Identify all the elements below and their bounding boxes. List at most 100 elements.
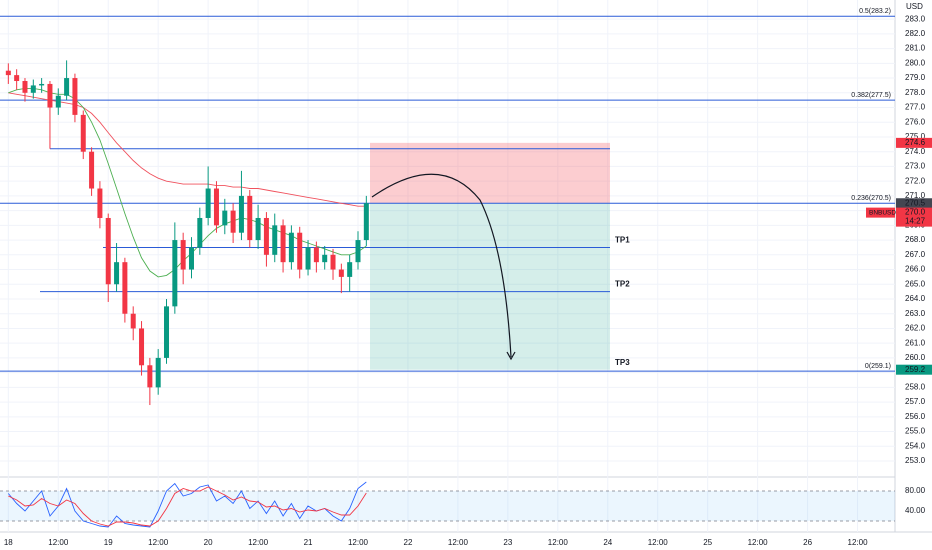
y-tick-label: 266.0 xyxy=(905,265,926,274)
candle-body xyxy=(313,247,319,263)
x-tick-label: 23 xyxy=(503,538,512,547)
x-tick-label: 22 xyxy=(404,538,413,547)
candle-body xyxy=(164,306,170,358)
x-tick-label: 12:00 xyxy=(148,538,169,547)
rsi-line xyxy=(7,481,367,528)
target-label: TP1 xyxy=(615,236,630,245)
x-tick-label: 12:00 xyxy=(48,538,69,547)
y-tick-label: 256.0 xyxy=(905,412,926,421)
y-tick-label: 258.0 xyxy=(905,382,926,391)
y-tick-label: 280.0 xyxy=(905,58,926,67)
target-label: TP2 xyxy=(615,280,630,289)
candle-body xyxy=(39,83,45,86)
symbol-label: BNBUSD xyxy=(869,209,896,216)
candle-body xyxy=(89,151,95,189)
candle-body xyxy=(247,195,253,241)
candle-body xyxy=(297,232,303,270)
y-tick-label: 255.0 xyxy=(905,427,926,436)
y-tick-label: 268.0 xyxy=(905,235,926,244)
candle-body xyxy=(197,217,203,248)
y-tick-label: 279.0 xyxy=(905,73,926,82)
candle-body xyxy=(97,188,103,218)
y-tick-label: 267.0 xyxy=(905,250,926,259)
y-tick-label: 277.0 xyxy=(905,103,926,112)
candle-body xyxy=(363,203,369,241)
candle-body xyxy=(355,240,361,263)
candle-body xyxy=(347,262,353,277)
y-tick-label: 283.0 xyxy=(905,14,926,23)
candle-body xyxy=(172,240,178,307)
y-tick-label: 260.0 xyxy=(905,353,926,362)
last-price-tag xyxy=(896,207,932,227)
x-tick-label: 24 xyxy=(603,538,612,547)
y-tick-label: 281.0 xyxy=(905,44,926,53)
y-tick-label: 265.0 xyxy=(905,279,926,288)
candle-body xyxy=(222,210,228,226)
candle-body xyxy=(263,217,269,255)
candle-body xyxy=(105,217,111,285)
candle-body xyxy=(322,254,328,263)
candle-body xyxy=(55,95,61,108)
y-tick-label: 261.0 xyxy=(905,338,926,347)
candle-body xyxy=(130,313,136,329)
currency: USD xyxy=(906,2,923,11)
x-tick-label: 12:00 xyxy=(548,538,569,547)
target-label: TP3 xyxy=(615,358,630,367)
candle-body xyxy=(22,81,28,93)
candle-body xyxy=(80,114,86,152)
fib-label: 0(259.1) xyxy=(865,363,891,370)
candle-body xyxy=(5,70,11,76)
stop-zone xyxy=(370,142,610,204)
x-tick-label: 12:00 xyxy=(348,538,369,547)
candle-body xyxy=(280,225,286,263)
y-tick-label: 257.0 xyxy=(905,397,926,406)
candle-body xyxy=(288,232,294,263)
rsi-line xyxy=(8,486,367,527)
rsi-band xyxy=(0,491,895,521)
countdown: 14:27 xyxy=(905,217,926,226)
candle-body xyxy=(64,78,70,96)
fib-label: 0.382(277.5) xyxy=(851,92,891,99)
fib-label: 0.5(283.2) xyxy=(859,8,891,15)
arrow-head xyxy=(506,351,516,361)
y-tick-label: 276.0 xyxy=(905,117,926,126)
fib-label: 0.236(270.5) xyxy=(851,195,891,202)
rsi-tick-label: 40.00 xyxy=(905,506,926,515)
x-tick-label: 21 xyxy=(304,538,313,547)
y-tick-label: 282.0 xyxy=(905,29,926,38)
candle-body xyxy=(238,195,244,233)
candle-body xyxy=(180,240,186,270)
y-tick-label: 272.0 xyxy=(905,176,926,185)
x-tick-label: 25 xyxy=(703,538,712,547)
y-tick-label: 264.0 xyxy=(905,294,926,303)
rsi-tick-label: 80.00 xyxy=(905,486,926,495)
y-tick-label: 273.0 xyxy=(905,162,926,171)
moving-average xyxy=(8,92,367,207)
entry-tag-label: 270.5 xyxy=(905,198,926,207)
x-tick-label: 12:00 xyxy=(848,538,869,547)
y-tick-label: 274.0 xyxy=(905,147,926,156)
x-tick-label: 19 xyxy=(104,538,113,547)
last-price-label: 270.0 xyxy=(905,208,926,217)
symbol-tag xyxy=(866,207,895,218)
candle-body xyxy=(272,225,278,255)
entry-tag xyxy=(896,198,932,209)
y-tick-label: 253.0 xyxy=(905,456,926,465)
x-tick-label: 20 xyxy=(204,538,213,547)
candle-body xyxy=(14,75,20,82)
candle-body xyxy=(213,188,219,226)
candle-body xyxy=(255,217,261,241)
candle-body xyxy=(122,262,128,314)
target-tag xyxy=(896,364,932,375)
target-zone xyxy=(370,203,610,370)
candle-body xyxy=(230,210,236,233)
y-tick-label: 271.0 xyxy=(905,191,926,200)
candle-body xyxy=(47,83,53,108)
x-tick-label: 12:00 xyxy=(748,538,769,547)
y-tick-label: 275.0 xyxy=(905,132,926,141)
candle-body xyxy=(30,85,36,93)
stop-tag-label: 274.6 xyxy=(905,138,926,147)
x-tick-label: 18 xyxy=(4,538,13,547)
y-tick-label: 263.0 xyxy=(905,309,926,318)
